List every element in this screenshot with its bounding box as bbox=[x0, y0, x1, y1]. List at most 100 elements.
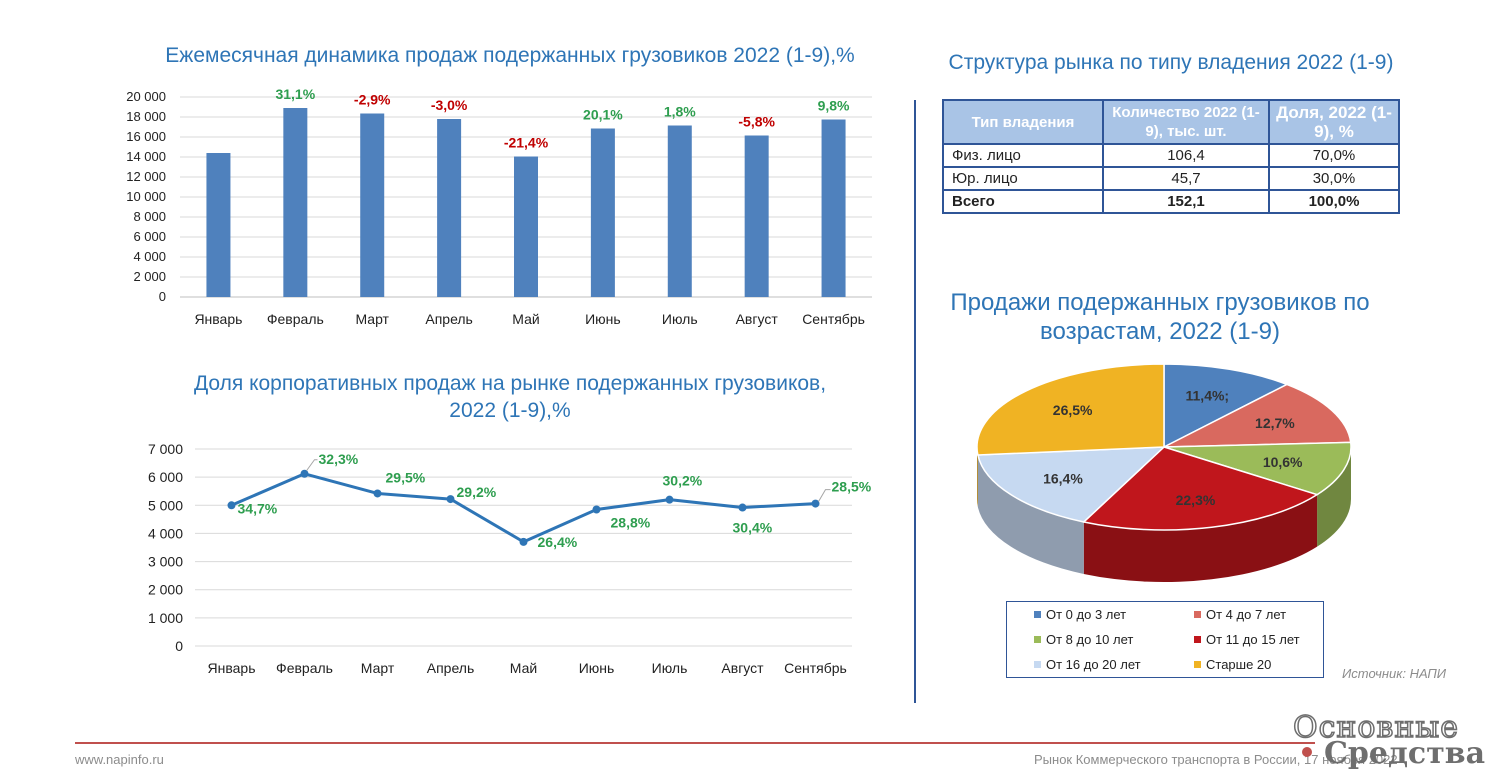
y-tick-label: 3 000 bbox=[148, 554, 183, 570]
data-label: 34,7% bbox=[238, 500, 278, 516]
pie-slice-side bbox=[1083, 494, 1318, 582]
table-row: Физ. лицо 106,4 70,0% bbox=[942, 143, 1400, 168]
x-tick-label: Сентябрь bbox=[802, 311, 865, 327]
source-note: Источник: НАПИ bbox=[1342, 666, 1447, 681]
pie-legend: От 0 до 3 лет От 4 до 7 лет От 8 до 10 л… bbox=[1006, 601, 1324, 678]
footer-url-link[interactable]: www.napinfo.ru bbox=[75, 752, 164, 767]
x-tick-label: Февраль bbox=[276, 660, 333, 676]
pie-slice bbox=[1163, 363, 1289, 449]
x-tick-label: Июнь bbox=[579, 660, 615, 676]
data-label: 26,4% bbox=[538, 534, 578, 550]
pie-slice-side bbox=[977, 447, 978, 507]
data-label: -3,0% bbox=[431, 97, 468, 113]
pie-data-label: 22,3% bbox=[1176, 492, 1216, 508]
leader-line bbox=[306, 459, 318, 472]
legend-item: От 11 до 15 лет bbox=[1194, 632, 1300, 647]
legend-label: От 11 до 15 лет bbox=[1206, 632, 1300, 647]
pie-data-label: 12,7% bbox=[1255, 415, 1295, 431]
data-label: -5,8% bbox=[738, 114, 775, 130]
bar bbox=[821, 119, 846, 297]
table-cell: 100,0% bbox=[1268, 189, 1400, 214]
data-point bbox=[446, 495, 455, 504]
data-point bbox=[811, 499, 820, 508]
legend-item: Старше 20 bbox=[1194, 657, 1271, 672]
y-tick-label: 7 000 bbox=[148, 441, 183, 457]
y-tick-label: 18 000 bbox=[126, 109, 166, 124]
y-tick-label: 10 000 bbox=[126, 189, 166, 204]
pie-slice bbox=[1163, 441, 1352, 496]
bar bbox=[590, 128, 615, 297]
legend-item: От 4 до 7 лет bbox=[1194, 607, 1286, 622]
y-tick-label: 4 000 bbox=[133, 249, 166, 264]
table-header-quantity: Количество 2022 (1-9), тыс. шт. bbox=[1102, 99, 1270, 145]
line-chart-title: Доля корпоративных продаж на рынке подер… bbox=[193, 372, 827, 422]
brand-logo-line1: Основные bbox=[1292, 709, 1459, 746]
bar bbox=[437, 119, 462, 297]
bar bbox=[514, 156, 538, 297]
table-cell: 152,1 bbox=[1102, 189, 1270, 214]
data-point bbox=[592, 505, 601, 514]
table-cell: Всего bbox=[942, 189, 1104, 214]
data-label: 20,1% bbox=[583, 107, 623, 123]
legend-label: От 16 до 20 лет bbox=[1046, 657, 1141, 672]
data-label: 30,2% bbox=[663, 473, 703, 489]
vertical-divider bbox=[914, 100, 916, 703]
x-tick-label: Февраль bbox=[267, 311, 324, 327]
y-tick-label: 5 000 bbox=[148, 497, 183, 513]
data-point bbox=[738, 503, 747, 512]
legend-swatch bbox=[1194, 661, 1201, 668]
footer-divider bbox=[75, 742, 1315, 744]
pie-data-label: 11,4%; bbox=[1186, 388, 1230, 404]
data-point bbox=[665, 495, 674, 504]
data-label: 32,3% bbox=[319, 451, 359, 467]
legend-swatch bbox=[1034, 636, 1041, 643]
x-tick-label: Июль bbox=[662, 311, 698, 327]
pie-data-label: 16,4% bbox=[1043, 470, 1083, 486]
pie-slice bbox=[1163, 383, 1352, 448]
x-tick-label: Март bbox=[355, 311, 389, 327]
leader-line bbox=[818, 489, 831, 502]
y-tick-label: 6 000 bbox=[148, 469, 183, 485]
legend-label: Старше 20 bbox=[1206, 657, 1272, 672]
legend-label: От 0 до 3 лет bbox=[1046, 607, 1127, 622]
legend-swatch bbox=[1194, 611, 1201, 618]
pie-slice-side bbox=[977, 454, 1084, 574]
data-label: -21,4% bbox=[504, 135, 549, 151]
brand-dot-icon bbox=[1302, 747, 1312, 757]
table-cell: 106,4 bbox=[1102, 143, 1270, 168]
x-tick-label: Сентябрь bbox=[784, 660, 847, 676]
y-tick-label: 2 000 bbox=[148, 582, 183, 598]
ownership-table: Тип владения Количество 2022 (1-9), тыс.… bbox=[942, 99, 1400, 214]
y-tick-label: 2 000 bbox=[133, 269, 166, 284]
y-tick-label: 8 000 bbox=[133, 209, 166, 224]
pie-slice bbox=[976, 363, 1165, 456]
y-tick-label: 14 000 bbox=[126, 149, 166, 164]
y-tick-label: 16 000 bbox=[126, 129, 166, 144]
x-tick-label: Апрель bbox=[425, 311, 473, 327]
y-tick-label: 20 000 bbox=[126, 89, 166, 104]
bar-chart-title: Ежемесячная динамика продаж подержанных … bbox=[165, 44, 855, 67]
table-cell: 70,0% bbox=[1268, 143, 1400, 168]
data-point bbox=[519, 537, 528, 546]
data-point bbox=[373, 489, 382, 498]
x-tick-label: Июнь bbox=[585, 311, 621, 327]
data-label: 29,5% bbox=[386, 469, 426, 485]
legend-item: От 0 до 3 лет bbox=[1034, 607, 1126, 622]
x-tick-label: Январь bbox=[208, 660, 256, 676]
bar bbox=[283, 108, 308, 297]
legend-label: От 8 до 10 лет bbox=[1046, 632, 1134, 647]
data-point bbox=[300, 469, 309, 478]
legend-item: От 8 до 10 лет bbox=[1034, 632, 1133, 647]
table-header-share: Доля, 2022 (1-9), % bbox=[1268, 99, 1400, 145]
x-tick-label: Апрель bbox=[427, 660, 475, 676]
pie-chart-title: Продажи подержанных грузовиков по возрас… bbox=[950, 289, 1370, 345]
data-label: 28,8% bbox=[611, 515, 651, 531]
data-label: 30,4% bbox=[733, 520, 773, 536]
table-cell: Юр. лицо bbox=[942, 166, 1104, 191]
table-cell: 45,7 bbox=[1102, 166, 1270, 191]
y-tick-label: 0 bbox=[175, 638, 183, 654]
table-cell: 30,0% bbox=[1268, 166, 1400, 191]
data-label: 1,8% bbox=[664, 104, 696, 120]
